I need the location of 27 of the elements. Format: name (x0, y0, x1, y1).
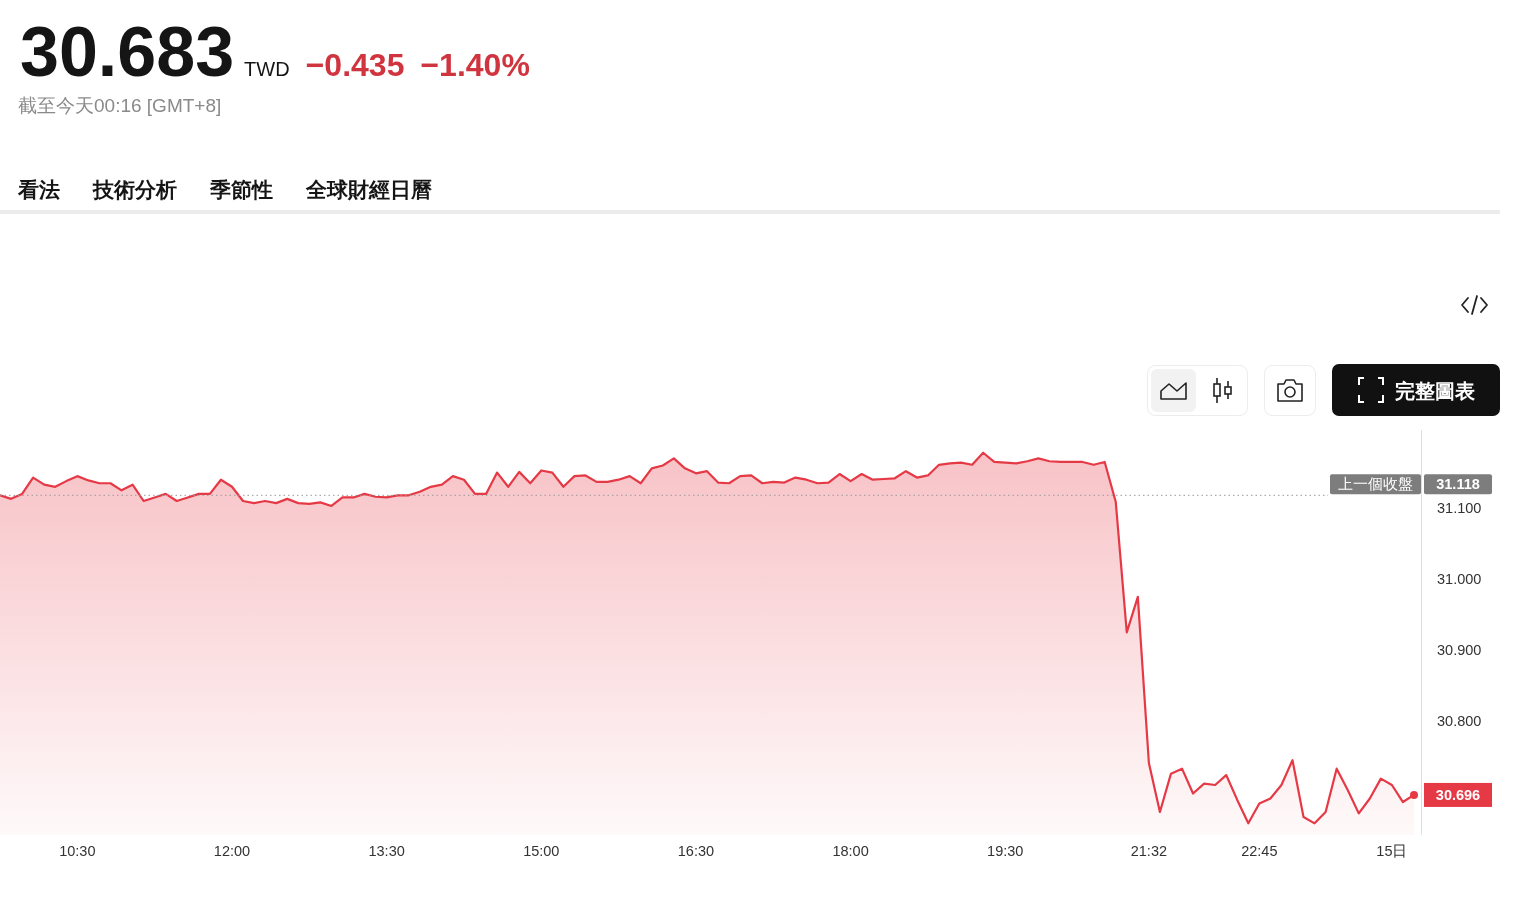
xtick: 18:00 (832, 843, 869, 859)
xtick: 10:30 (59, 843, 96, 859)
xtick: 21:32 (1130, 843, 1167, 859)
annotation: 完整圖表 (1395, 380, 1475, 402)
ytick: 30.900 (1437, 642, 1482, 659)
annotation: TWD (244, 58, 290, 80)
ytick: 31.000 (1437, 571, 1482, 588)
subtitle: 截至今天00:16 [GMT+8] (18, 95, 222, 116)
xtick: 12:00 (213, 843, 251, 859)
annotation: 31.118 (1424, 474, 1492, 495)
xtick: 16:30 (677, 843, 715, 859)
annotation: 全球財經日曆 (306, 178, 432, 201)
annotation: 技術分析 (93, 178, 177, 201)
xtick: 22:45 (1241, 843, 1278, 859)
ref-label: 上一個收盤 (1338, 475, 1413, 493)
ytick: 31.100 (1437, 500, 1482, 517)
ytick: 30.800 (1437, 713, 1482, 730)
xtick: 19:30 (987, 843, 1024, 859)
xtick: 13:30 (368, 843, 405, 859)
annotation: −1.40% (420, 47, 530, 83)
xtick: 15:00 (523, 843, 560, 859)
annotation: 看法 (18, 178, 60, 201)
xtick: 15日 (1376, 843, 1408, 859)
data-label: 30.696 (1435, 787, 1481, 804)
title: 30.683 (20, 13, 235, 91)
annotation: 季節性 (210, 178, 273, 201)
annotation: −0.435 (305, 47, 405, 83)
